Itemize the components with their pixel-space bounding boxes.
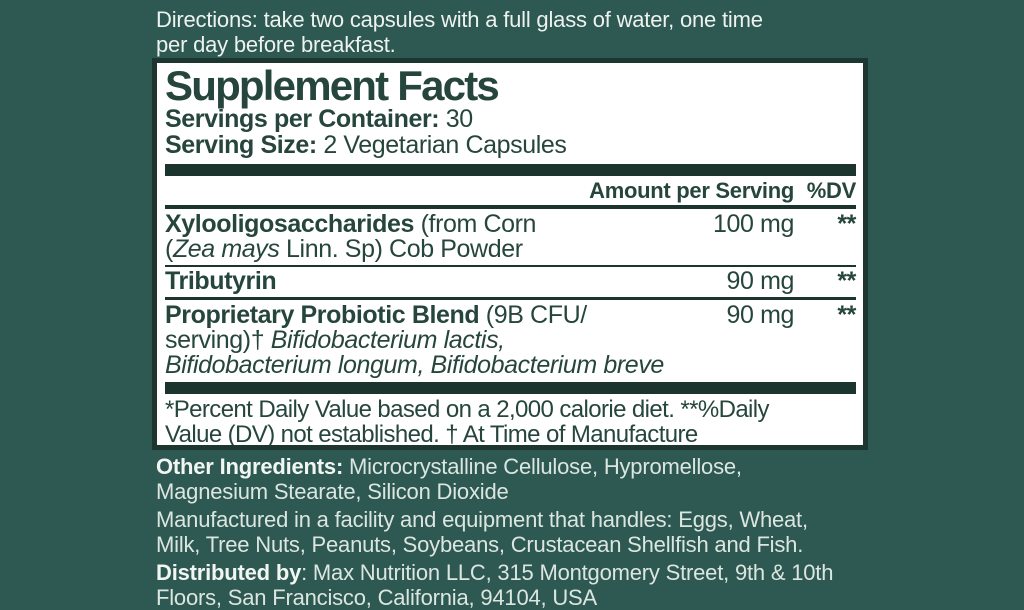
ingredient-name-line-2: (Zea mays Linn. Sp) Cob Powder xyxy=(165,235,523,263)
column-header-dv: %DV xyxy=(806,178,857,203)
ingredient-dv: ** xyxy=(837,210,856,238)
servings-value: 30 xyxy=(439,105,473,133)
supplement-facts-panel: Supplement Facts Servings per Container:… xyxy=(152,58,868,450)
ingredient-name: Proprietary Probiotic Blend (9B CFU/ ser… xyxy=(165,303,727,378)
ingredient-name: Tributyrin xyxy=(165,269,727,294)
distributor-label: Distributed by xyxy=(156,560,302,585)
ingredient-name-line-3: Bifidobacterium longum, Bifidobacterium … xyxy=(165,351,664,379)
footnote: *Percent Daily Value based on a 2,000 ca… xyxy=(165,394,856,448)
ingredient-amount: 90 mg xyxy=(726,267,795,295)
ingredient-name-line-1: Tributyrin xyxy=(165,267,277,295)
other-ingredients-line-2: Magnesium Stearate, Silicon Dioxide xyxy=(156,479,509,504)
directions-line-1: Directions: take two capsules with a ful… xyxy=(156,7,763,32)
table-row-xylooligosaccharides: Xylooligosaccharides (from Corn (Zea may… xyxy=(165,209,856,265)
ingredient-name-line-1: Xylooligosaccharides (from Corn xyxy=(165,210,537,238)
servings-label: Servings per Container: xyxy=(165,105,440,133)
header-rule xyxy=(165,205,856,209)
distributor-line-1: Distributed by: Max Nutrition LLC, 315 M… xyxy=(156,560,834,585)
divider-bar-top xyxy=(165,164,856,176)
column-header-amount: Amount per Serving xyxy=(589,178,794,203)
footnote-line-2: Value (DV) not established. † At Time of… xyxy=(165,421,698,448)
table-row-tributyrin: Tributyrin 90 mg ** xyxy=(165,267,856,297)
serving-size-label: Serving Size: xyxy=(165,131,317,159)
ingredient-amount: 100 mg xyxy=(713,210,794,238)
other-ingredients-line-1: Other Ingredients: Microcrystalline Cell… xyxy=(156,454,742,479)
distributor-info: Distributed by: Max Nutrition LLC, 315 M… xyxy=(156,560,833,610)
row-rule xyxy=(165,297,856,300)
servings-per-container: Servings per Container: 30 xyxy=(165,106,856,132)
table-header-row: Amount per Serving %DV xyxy=(165,176,856,205)
allergen-line-1: Manufactured in a facility and equipment… xyxy=(156,507,808,532)
ingredient-name-line-1: Proprietary Probiotic Blend (9B CFU/ xyxy=(165,301,587,329)
row-rule xyxy=(165,265,856,267)
ingredient-dv: ** xyxy=(837,301,856,329)
directions-line-2: per day before breakfast. xyxy=(156,32,396,57)
divider-bar-bottom xyxy=(165,382,856,394)
panel-title: Supplement Facts xyxy=(165,62,500,109)
allergen-statement: Manufactured in a facility and equipment… xyxy=(156,507,808,557)
distributor-line-2: Floors, San Francisco, California, 94104… xyxy=(156,585,597,610)
ingredient-name: Xylooligosaccharides (from Corn (Zea may… xyxy=(165,212,713,262)
serving-size-value: 2 Vegetarian Capsules xyxy=(316,131,567,159)
directions-text: Directions: take two capsules with a ful… xyxy=(156,7,763,57)
ingredient-amount: 90 mg xyxy=(726,301,795,329)
ingredient-dv: ** xyxy=(837,267,856,295)
table-row-probiotic-blend: Proprietary Probiotic Blend (9B CFU/ ser… xyxy=(165,300,856,382)
other-ingredients-label: Other Ingredients: xyxy=(156,454,344,479)
allergen-line-2: Milk, Tree Nuts, Peanuts, Soybeans, Crus… xyxy=(156,532,804,557)
serving-size: Serving Size: 2 Vegetarian Capsules xyxy=(165,132,856,158)
footnote-line-1: *Percent Daily Value based on a 2,000 ca… xyxy=(165,396,770,423)
other-ingredients: Other Ingredients: Microcrystalline Cell… xyxy=(156,454,742,504)
ingredient-name-line-2: serving)† Bifidobacterium lactis, xyxy=(165,326,505,354)
